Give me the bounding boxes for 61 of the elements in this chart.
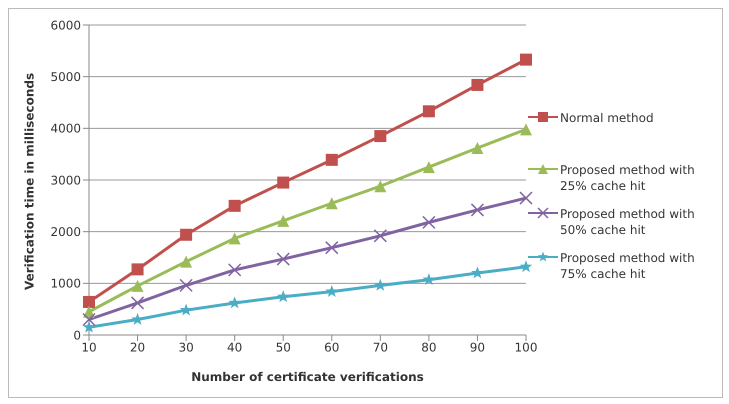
point — [276, 290, 290, 302]
point — [228, 200, 241, 212]
point — [82, 312, 96, 326]
point — [520, 123, 532, 136]
point — [422, 161, 435, 174]
x-tick-label: 20 — [130, 340, 146, 355]
point — [470, 203, 484, 217]
y-tick-label: 5000 — [50, 70, 81, 84]
legend-label: Proposed method with 75% cache hit — [560, 250, 696, 282]
point — [228, 263, 242, 277]
point — [132, 280, 144, 292]
point — [132, 263, 144, 276]
y-tick-label: 4000 — [50, 122, 81, 136]
x-tick-label: 50 — [276, 340, 291, 355]
y-tick-label: 0 — [73, 328, 81, 342]
point — [228, 232, 241, 244]
point — [180, 304, 192, 316]
point — [326, 154, 338, 166]
x-tick-label: 70 — [372, 340, 388, 355]
point — [471, 266, 484, 278]
legend-label: Proposed method with 50% cache hit — [560, 206, 696, 238]
point — [277, 176, 290, 189]
legend-label: Proposed method with 25% cache hit — [560, 162, 696, 194]
point — [374, 130, 386, 142]
point — [276, 252, 290, 266]
point — [326, 197, 338, 210]
x-tick-label: 90 — [470, 340, 486, 355]
x-axis-title: Number of certificate verifications — [191, 370, 424, 384]
y-tick-label: 6000 — [50, 18, 81, 32]
legend-label: Normal method — [560, 110, 655, 126]
point — [82, 320, 96, 333]
x-tick-label: 60 — [324, 340, 340, 355]
point — [520, 54, 532, 66]
point — [520, 260, 532, 272]
x-tick-label: 80 — [421, 340, 437, 355]
point — [374, 180, 386, 192]
point — [228, 296, 241, 308]
point — [180, 228, 192, 241]
point — [422, 216, 436, 230]
y-tick-label: 3000 — [50, 173, 81, 188]
x-tick-label: 40 — [227, 340, 242, 355]
point — [471, 142, 484, 154]
x-tick-label: 30 — [178, 340, 194, 355]
point — [422, 273, 436, 286]
x-tick-label: 10 — [81, 340, 97, 355]
point — [422, 105, 435, 118]
point — [83, 296, 95, 308]
point — [130, 296, 144, 310]
point — [326, 285, 338, 297]
point — [374, 229, 388, 243]
point — [179, 278, 193, 292]
y-tick-label: 1000 — [50, 276, 81, 291]
point — [325, 240, 339, 254]
y-axis-title: Verification time in milliseconds — [22, 72, 36, 290]
point — [471, 78, 484, 91]
x-tick-label: 100 — [514, 340, 538, 355]
point — [180, 256, 192, 268]
y-tick-label: 2000 — [50, 224, 81, 239]
point — [277, 214, 290, 227]
point — [519, 191, 533, 205]
point — [374, 278, 387, 291]
